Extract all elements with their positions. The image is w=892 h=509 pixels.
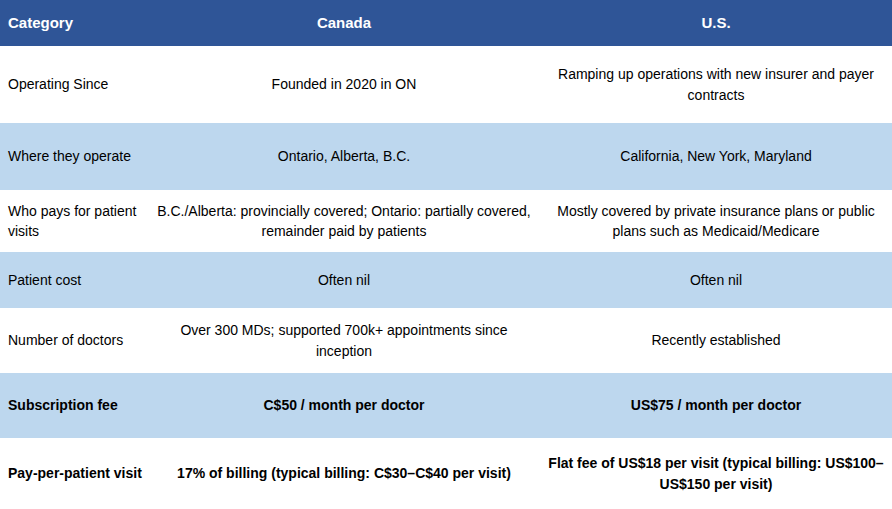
header-row: Category Canada U.S. [0, 0, 892, 46]
us-cell: California, New York, Maryland [540, 123, 892, 190]
canada-cell: Founded in 2020 in ON [148, 46, 540, 123]
category-cell: Who pays for patient visits [0, 190, 148, 252]
canada-cell: Ontario, Alberta, B.C. [148, 123, 540, 190]
canada-cell: B.C./Alberta: provincially covered; Onta… [148, 190, 540, 252]
category-cell: Number of doctors [0, 308, 148, 373]
table-row-who-pays: Who pays for patient visits B.C./Alberta… [0, 190, 892, 252]
column-header-category: Category [0, 0, 148, 46]
table-row-number-of-doctors: Number of doctors Over 300 MDs; supporte… [0, 308, 892, 373]
canada-cell: Often nil [148, 252, 540, 308]
canada-cell: C$50 / month per doctor [148, 373, 540, 438]
table-row-where-they-operate: Where they operate Ontario, Alberta, B.C… [0, 123, 892, 190]
category-cell: Pay-per-patient visit [0, 438, 148, 509]
category-cell: Where they operate [0, 123, 148, 190]
us-cell: US$75 / month per doctor [540, 373, 892, 438]
us-cell: Mostly covered by private insurance plan… [540, 190, 892, 252]
column-header-us: U.S. [540, 0, 892, 46]
comparison-table: Category Canada U.S. Operating Since Fou… [0, 0, 892, 509]
category-cell: Subscription fee [0, 373, 148, 438]
column-header-canada: Canada [148, 0, 540, 46]
canada-cell: Over 300 MDs; supported 700k+ appointmen… [148, 308, 540, 373]
us-cell: Flat fee of US$18 per visit (typical bil… [540, 438, 892, 509]
category-cell: Operating Since [0, 46, 148, 123]
canada-cell: 17% of billing (typical billing: C$30–C$… [148, 438, 540, 509]
category-cell: Patient cost [0, 252, 148, 308]
us-cell: Often nil [540, 252, 892, 308]
table-row-subscription-fee: Subscription fee C$50 / month per doctor… [0, 373, 892, 438]
table-row-operating-since: Operating Since Founded in 2020 in ON Ra… [0, 46, 892, 123]
us-cell: Ramping up operations with new insurer a… [540, 46, 892, 123]
table-row-patient-cost: Patient cost Often nil Often nil [0, 252, 892, 308]
us-cell: Recently established [540, 308, 892, 373]
table-row-pay-per-patient-visit: Pay-per-patient visit 17% of billing (ty… [0, 438, 892, 509]
